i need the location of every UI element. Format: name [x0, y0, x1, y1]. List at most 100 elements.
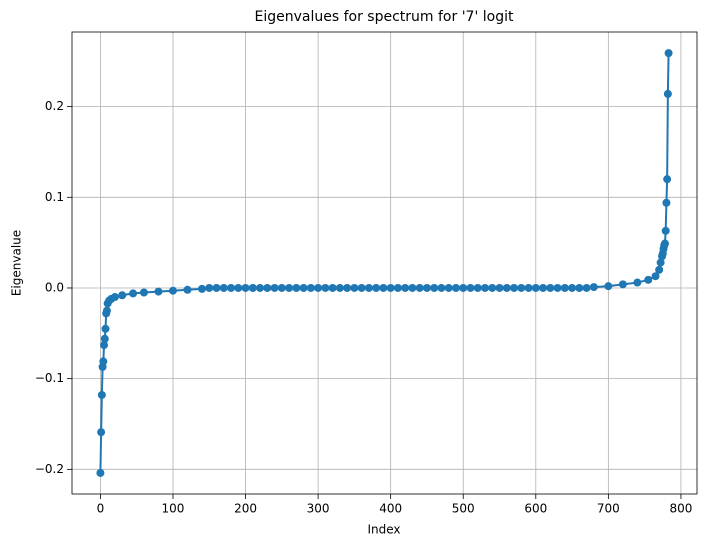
chart-title: Eigenvalues for spectrum for '7' logit	[255, 9, 514, 25]
data-point	[495, 283, 504, 292]
data-point	[183, 285, 192, 294]
x-axis-label: Index	[367, 523, 400, 537]
data-point	[502, 283, 511, 292]
series-line	[99, 53, 670, 473]
y-tick-label: −0.1	[35, 371, 64, 385]
data-point	[256, 283, 265, 292]
data-point	[604, 282, 613, 291]
data-point	[437, 283, 446, 292]
data-point	[415, 283, 424, 292]
data-point	[451, 283, 460, 292]
data-point	[292, 283, 301, 292]
data-point	[651, 272, 660, 281]
data-point	[248, 283, 257, 292]
data-point	[408, 283, 417, 292]
data-point	[328, 283, 337, 292]
data-point	[97, 390, 106, 399]
data-point	[241, 283, 250, 292]
data-point	[560, 283, 569, 292]
data-point	[118, 291, 127, 300]
data-point	[285, 283, 294, 292]
data-point	[306, 283, 315, 292]
data-point	[379, 283, 388, 292]
y-axis-label: Eigenvalue	[10, 230, 24, 296]
data-point	[100, 334, 109, 343]
data-point	[129, 289, 138, 298]
data-point	[531, 283, 540, 292]
data-point	[401, 283, 410, 292]
data-point	[656, 258, 665, 267]
data-point	[663, 175, 672, 184]
x-tick-label: 300	[307, 502, 330, 516]
data-point	[343, 283, 352, 292]
y-tick-label: −0.2	[35, 462, 64, 476]
x-tick-label: 200	[234, 502, 257, 516]
data-point	[444, 283, 453, 292]
data-point	[663, 89, 672, 98]
data-point	[481, 283, 490, 292]
data-point	[524, 283, 533, 292]
x-tick-label: 600	[524, 502, 547, 516]
data-point	[96, 468, 105, 477]
data-point	[212, 283, 221, 292]
data-point	[101, 324, 110, 333]
data-point	[510, 283, 519, 292]
data-point	[568, 283, 577, 292]
x-tick-label: 700	[597, 502, 620, 516]
data-point	[357, 283, 366, 292]
data-point	[661, 226, 670, 235]
data-point	[473, 283, 482, 292]
y-tick-label: 0.1	[45, 190, 64, 204]
data-point	[234, 283, 243, 292]
x-tick-label: 400	[379, 502, 402, 516]
data-point	[618, 280, 627, 289]
data-point	[372, 283, 381, 292]
data-point	[662, 198, 671, 207]
data-point	[589, 283, 598, 292]
data-point	[263, 283, 272, 292]
data-point	[335, 283, 344, 292]
x-tick-label: 0	[97, 502, 105, 516]
y-tick-label: 0.2	[45, 99, 64, 113]
data-point	[660, 239, 669, 248]
data-point	[422, 283, 431, 292]
data-point	[364, 283, 373, 292]
data-point	[553, 283, 562, 292]
data-point	[466, 283, 475, 292]
data-point	[99, 357, 108, 366]
data-point	[197, 284, 206, 293]
data-point	[459, 283, 468, 292]
data-point	[321, 283, 330, 292]
data-point	[655, 265, 664, 274]
x-tick-label: 800	[669, 502, 692, 516]
data-point	[102, 306, 111, 315]
data-point	[154, 287, 163, 296]
data-point	[100, 341, 109, 350]
data-point	[277, 283, 286, 292]
data-point	[582, 283, 591, 292]
data-point	[546, 283, 555, 292]
data-point	[227, 283, 236, 292]
data-point	[644, 275, 653, 284]
data-point	[350, 283, 359, 292]
data-point	[97, 428, 106, 437]
data-point	[430, 283, 439, 292]
data-point	[299, 283, 308, 292]
x-tick-label: 500	[452, 502, 475, 516]
data-point	[205, 283, 214, 292]
data-point	[664, 49, 673, 58]
data-point	[270, 283, 279, 292]
data-point	[139, 288, 148, 297]
data-point	[633, 278, 642, 287]
data-point	[168, 286, 177, 295]
y-tick-label: 0.0	[45, 280, 64, 294]
plot-frame	[71, 31, 698, 495]
data-point	[314, 283, 323, 292]
data-point	[539, 283, 548, 292]
data-point	[488, 283, 497, 292]
data-point	[575, 283, 584, 292]
data-point	[393, 283, 402, 292]
data-point	[219, 283, 228, 292]
data-point	[517, 283, 526, 292]
